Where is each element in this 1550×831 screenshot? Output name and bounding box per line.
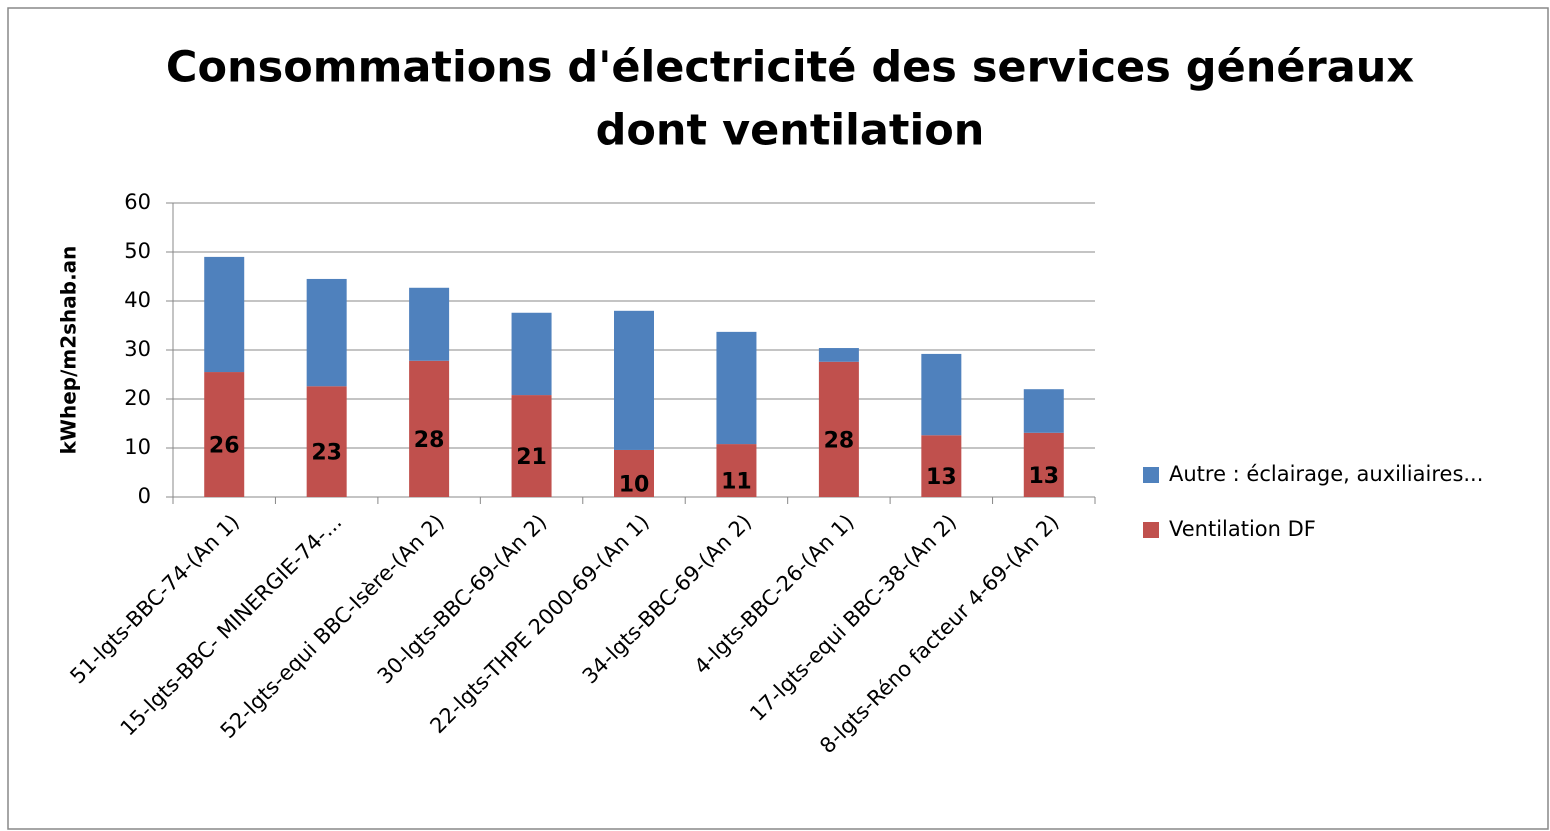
bar-segment: [818, 348, 859, 362]
y-tick-label: 50: [124, 239, 151, 263]
bar-segment: [716, 331, 757, 445]
y-tick-label: 0: [138, 484, 151, 508]
bar-segment: [204, 372, 245, 497]
bar-segment: [409, 287, 450, 361]
bar-segment: [511, 395, 552, 497]
legend-label: Autre : éclairage, auxiliaires...: [1169, 462, 1483, 486]
y-axis-title: kWhep/m2shab.an: [57, 246, 81, 455]
legend-swatch: [1143, 467, 1159, 483]
y-tick-label: 20: [124, 386, 151, 410]
bar-segment: [921, 353, 962, 436]
data-label: 21: [516, 445, 547, 470]
bar-segment: [1023, 389, 1064, 433]
bar-segment: [921, 435, 962, 497]
data-label: 13: [926, 465, 957, 490]
y-tick-label: 60: [124, 190, 151, 214]
chart-title: dont ventilation: [596, 106, 985, 156]
bar-segment: [818, 361, 859, 497]
data-label: 28: [824, 428, 855, 453]
y-tick-label: 10: [124, 435, 151, 459]
bar-segment: [204, 256, 245, 373]
data-label: 23: [311, 441, 342, 466]
y-tick-label: 40: [124, 288, 151, 312]
bar-segment: [306, 386, 347, 497]
bar-segment: [511, 312, 552, 396]
legend-label: Ventilation DF: [1169, 517, 1316, 541]
data-label: 26: [209, 434, 240, 459]
bar-segment: [409, 360, 450, 497]
y-tick-label: 30: [124, 337, 151, 361]
legend-swatch: [1143, 522, 1159, 538]
data-label: 10: [619, 472, 650, 497]
data-label: 11: [721, 470, 752, 495]
bar-segment: [614, 310, 654, 450]
bar-segment: [716, 444, 757, 497]
bar-segment: [614, 449, 654, 497]
bar-segment: [1023, 432, 1064, 497]
data-label: 13: [1028, 464, 1059, 489]
bar-segment: [306, 278, 347, 387]
data-label: 28: [414, 428, 445, 453]
chart-title: Consommations d'électricité des services…: [166, 43, 1414, 93]
chart-frame: [7, 7, 1549, 830]
